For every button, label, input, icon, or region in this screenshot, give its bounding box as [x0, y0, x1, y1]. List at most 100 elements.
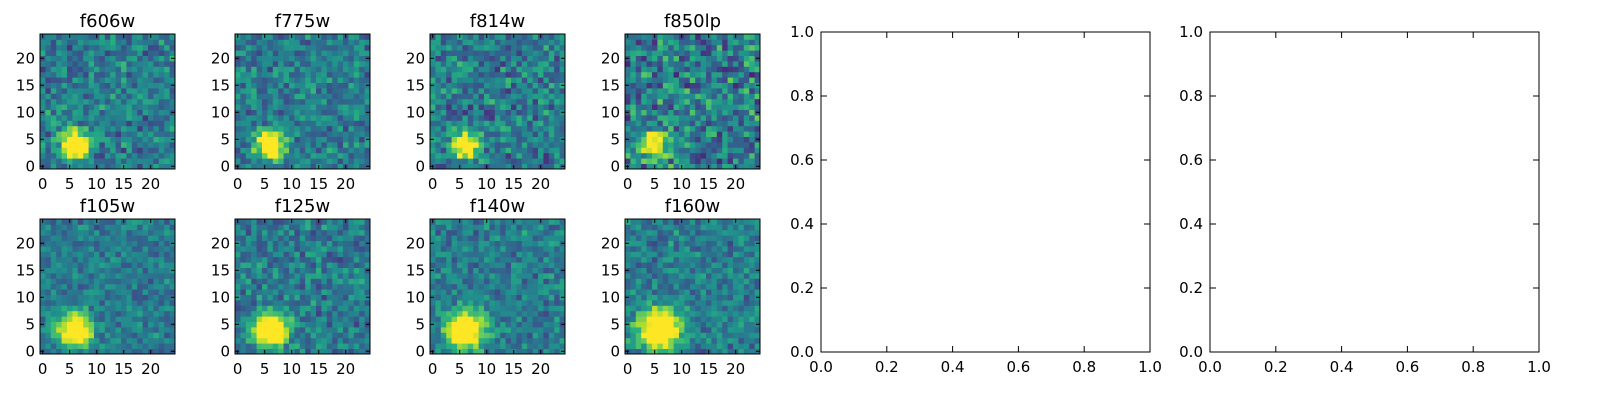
- x-tick-label: 0: [623, 175, 633, 193]
- heatmap-cell: [326, 289, 333, 295]
- heatmap-cell: [337, 152, 344, 159]
- heatmap-cell: [543, 235, 550, 241]
- heatmap-cell: [61, 77, 68, 83]
- heatmap-cell: [126, 131, 133, 137]
- heatmap-cell: [462, 44, 469, 51]
- heatmap-cell: [689, 77, 696, 83]
- heatmap-cell: [451, 256, 458, 263]
- heatmap-cell: [310, 246, 317, 252]
- heatmap-cell: [83, 273, 89, 279]
- heatmap-cell: [430, 327, 436, 333]
- heatmap-cell: [511, 289, 517, 295]
- heatmap-cell: [153, 310, 160, 317]
- heatmap-cell: [554, 332, 560, 339]
- heatmap-cell: [727, 66, 734, 73]
- heatmap-cell: [451, 44, 458, 51]
- heatmap-cell: [440, 50, 447, 56]
- heatmap-cell: [61, 142, 68, 148]
- heatmap-cell: [478, 256, 485, 263]
- heatmap-cell: [131, 224, 138, 231]
- heatmap-cell: [251, 158, 257, 164]
- heatmap-cell: [733, 77, 739, 83]
- heatmap-cell: [548, 39, 555, 46]
- heatmap-cell: [494, 332, 501, 339]
- heatmap-cell: [169, 61, 176, 67]
- heatmap-cell: [446, 337, 452, 344]
- heatmap-cell: [262, 131, 268, 137]
- heatmap-cell: [88, 71, 95, 78]
- heatmap-cell: [310, 163, 317, 170]
- heatmap-cell: [72, 343, 79, 349]
- heatmap-cell: [743, 163, 750, 170]
- heatmap-cell: [310, 229, 317, 236]
- heatmap-cell: [711, 77, 718, 83]
- heatmap-cell: [467, 305, 474, 312]
- heatmap-cell: [256, 147, 263, 154]
- heatmap-cell: [61, 34, 68, 40]
- heatmap-cell: [337, 321, 344, 328]
- heatmap-cell: [657, 142, 664, 148]
- heatmap-cell: [733, 115, 739, 121]
- heatmap-cell: [635, 93, 642, 100]
- heatmap-cell: [164, 44, 170, 51]
- heatmap-cell: [158, 82, 165, 89]
- heatmap-cell: [554, 44, 560, 51]
- heatmap-cell: [131, 98, 138, 105]
- heatmap-cell: [457, 109, 463, 116]
- heatmap-cell: [652, 77, 658, 83]
- heatmap-cell: [99, 332, 106, 339]
- heatmap-cell: [673, 50, 680, 56]
- heatmap-cell: [348, 88, 355, 94]
- heatmap-cell: [272, 332, 279, 339]
- heatmap-cell: [554, 294, 560, 301]
- heatmap-cell: [695, 321, 701, 328]
- heatmap-cell: [494, 246, 501, 252]
- heatmap-cell: [299, 251, 306, 258]
- heatmap-cell: [743, 115, 750, 121]
- heatmap-cell: [262, 88, 268, 94]
- heatmap-cell: [657, 131, 664, 137]
- heatmap-cell: [256, 158, 263, 164]
- heatmap-cell: [158, 321, 165, 328]
- heatmap-cell: [289, 310, 295, 317]
- heatmap-cell: [83, 235, 89, 241]
- heatmap-cell: [516, 104, 523, 110]
- heatmap-cell: [749, 142, 755, 148]
- heatmap-cell: [641, 142, 647, 148]
- heatmap-cell: [646, 289, 653, 295]
- heatmap-cell: [673, 310, 680, 317]
- heatmap-cell: [77, 267, 84, 274]
- heatmap-cell: [538, 305, 544, 312]
- heatmap-cell: [625, 337, 631, 344]
- heatmap-cell: [126, 251, 133, 258]
- heatmap-cell: [240, 337, 247, 344]
- heatmap-cell: [289, 147, 295, 154]
- heatmap-cell: [56, 120, 62, 127]
- heatmap-cell: [689, 88, 696, 94]
- heatmap-cell: [251, 98, 257, 105]
- heatmap-cell: [316, 251, 322, 258]
- heatmap-cell: [462, 256, 469, 263]
- heatmap-cell: [505, 337, 512, 344]
- heatmap-cell: [316, 316, 322, 322]
- heatmap-cell: [500, 289, 506, 295]
- heatmap-cell: [94, 120, 100, 127]
- heatmap-cell: [148, 115, 154, 121]
- heatmap-cell: [56, 310, 62, 317]
- heatmap-cell: [538, 337, 544, 344]
- heatmap-cell: [754, 50, 761, 56]
- heatmap-cell: [554, 240, 560, 247]
- y-tick-label: 15: [406, 76, 425, 94]
- heatmap-cell: [88, 316, 95, 322]
- heatmap-cell: [316, 158, 322, 164]
- heatmap-cell: [527, 142, 533, 148]
- heatmap-cell: [700, 61, 707, 67]
- heatmap-cell: [348, 273, 355, 279]
- heatmap-cell: [484, 283, 490, 290]
- heatmap-cell: [689, 327, 696, 333]
- heatmap-cell: [727, 125, 734, 132]
- heatmap-cell: [641, 273, 647, 279]
- heatmap-cell: [50, 104, 57, 110]
- heatmap-cell: [332, 50, 338, 56]
- heatmap-cell: [440, 44, 447, 51]
